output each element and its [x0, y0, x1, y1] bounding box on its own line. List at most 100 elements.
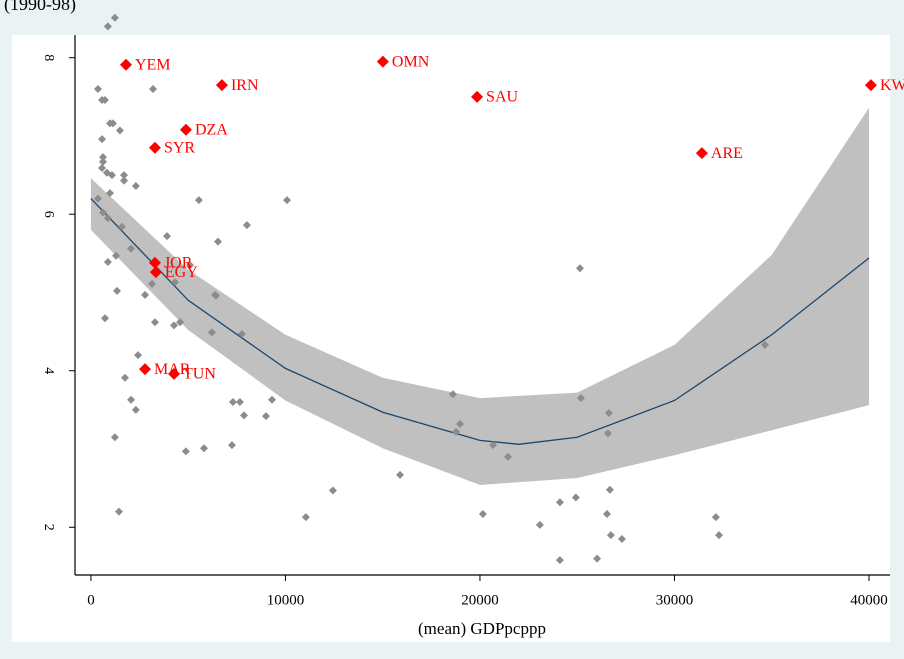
data-point [148, 279, 157, 288]
data-point [170, 278, 179, 287]
data-point [555, 498, 564, 507]
data-point [448, 390, 457, 399]
labeled-point [119, 58, 132, 71]
y-tick-label: 6 [41, 211, 56, 218]
x-axis-label: (mean) GDPpcppp [418, 619, 546, 638]
point-label: KW [880, 77, 904, 94]
data-point [110, 13, 119, 22]
point-label: MAR [154, 361, 191, 378]
data-point [301, 513, 310, 522]
labeled-point [149, 266, 162, 279]
data-point [170, 321, 179, 330]
x-tick-label: 10000 [267, 592, 305, 608]
data-point [478, 509, 487, 518]
point-label: SYR [164, 139, 195, 156]
data-point [228, 398, 237, 407]
data-point [112, 251, 121, 260]
data-point [141, 290, 150, 299]
data-point [715, 531, 724, 540]
data-point [108, 119, 117, 128]
data-point [213, 237, 222, 246]
point-label: OMN [392, 53, 430, 70]
point-label: ARE [711, 145, 743, 162]
data-point [199, 444, 208, 453]
data-point [148, 85, 157, 93]
data-point [120, 176, 129, 185]
data-point [106, 189, 115, 198]
data-point [571, 493, 580, 502]
data-point [262, 412, 271, 421]
data-point [93, 85, 102, 93]
fit-line [90, 198, 870, 445]
data-point [237, 329, 246, 338]
data-point [452, 427, 461, 436]
data-point [328, 486, 337, 495]
y-tick-label: 8 [41, 54, 56, 61]
data-point [120, 171, 129, 180]
data-point [604, 409, 613, 417]
data-point [127, 395, 136, 404]
labeled-point [139, 363, 152, 376]
x-tick-label: 0 [87, 592, 95, 608]
data-point [98, 135, 107, 144]
data-point [98, 164, 107, 173]
data-point [127, 244, 136, 253]
data-point [617, 535, 626, 543]
y-tick-label: 4 [41, 367, 56, 374]
labeled-point [148, 256, 161, 269]
data-point [103, 257, 112, 266]
data-point [107, 171, 116, 180]
data-point [194, 196, 203, 205]
y-tick-label: 2 [41, 524, 56, 531]
point-label: YEM [135, 56, 171, 73]
data-point [227, 441, 236, 450]
labeled-point [215, 79, 228, 92]
data-point [593, 554, 602, 563]
point-label: EGY [165, 264, 198, 281]
point-label: DZA [195, 121, 228, 138]
data-point [268, 395, 277, 404]
confidence-band [90, 107, 869, 486]
data-point [606, 531, 615, 540]
data-point [110, 433, 119, 442]
data-point [131, 182, 140, 191]
point-label: TUN [183, 366, 216, 383]
data-point [605, 485, 614, 494]
data-point [114, 507, 123, 516]
labeled-point [695, 147, 708, 160]
data-point [760, 340, 769, 349]
x-tick-label: 40000 [850, 592, 888, 608]
data-point [103, 214, 112, 223]
data-point [575, 264, 584, 273]
data-point [99, 157, 108, 166]
data-point [711, 513, 720, 522]
data-point [235, 398, 244, 407]
point-label: SAU [486, 88, 518, 105]
labeled-point [179, 123, 192, 136]
data-point [100, 314, 109, 323]
data-point [163, 232, 172, 241]
data-point [115, 126, 124, 135]
data-point [99, 153, 108, 162]
data-point [212, 291, 221, 300]
data-point [240, 411, 249, 420]
labeled-point [376, 55, 389, 68]
data-point [396, 470, 405, 479]
data-point [489, 441, 498, 450]
data-point [134, 351, 143, 360]
data-point [93, 194, 102, 203]
point-label: JOR [164, 254, 193, 271]
data-point [117, 222, 126, 231]
data-point [103, 22, 112, 31]
data-point [602, 509, 611, 518]
data-point [176, 318, 185, 327]
data-point [100, 95, 109, 104]
data-point [603, 429, 612, 438]
labeled-point [148, 141, 161, 154]
data-point [131, 405, 140, 414]
data-point [555, 556, 564, 565]
data-point [242, 221, 251, 230]
point-label: IRN [231, 77, 259, 94]
data-point [120, 373, 129, 382]
